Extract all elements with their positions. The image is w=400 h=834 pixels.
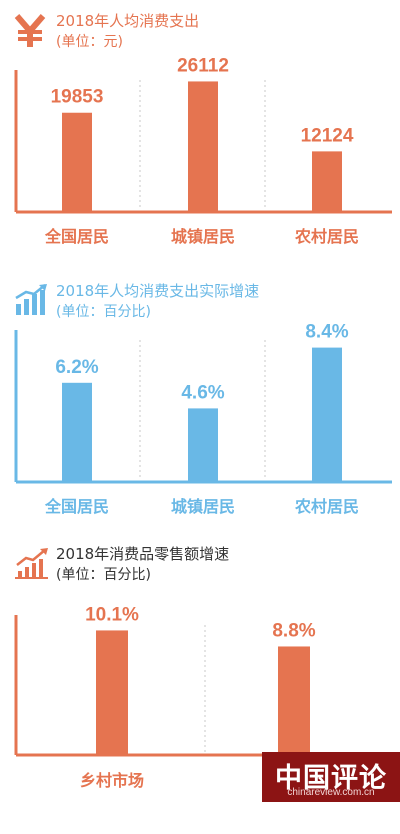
chart-unit: (单位：百分比) bbox=[56, 304, 151, 320]
bar bbox=[62, 382, 92, 482]
category-label: 城镇居民 bbox=[171, 497, 235, 516]
chart-title: 2018年人均消费支出 bbox=[56, 12, 200, 30]
data-label: 10.1% bbox=[85, 604, 139, 625]
bar bbox=[96, 630, 128, 755]
bar bbox=[62, 112, 92, 212]
category-label: 农村居民 bbox=[294, 227, 359, 246]
chart-title: 2018年人均消费支出实际增速 bbox=[56, 282, 260, 300]
yen-icon bbox=[14, 14, 46, 48]
bar bbox=[312, 347, 342, 482]
bar bbox=[278, 646, 310, 755]
data-label: 4.6% bbox=[181, 382, 224, 403]
data-label: 8.8% bbox=[272, 620, 315, 641]
chart-panel-consumption: 2018年人均消费支出 (单位：元) 19853 全国居民 26112 城镇居民 121… bbox=[0, 0, 400, 260]
watermark-logo: 中国评论网 chinareview.com.cn bbox=[262, 752, 400, 833]
data-label: 19853 bbox=[51, 87, 104, 108]
category-label: 城镇居民 bbox=[171, 227, 235, 246]
watermark-url: chinareview.com.cn bbox=[287, 787, 375, 798]
chart-panel-growth: 2018年人均消费支出实际增速 (单位：百分比) 6.2% 全国居民 4.6% 城镇居… bbox=[0, 270, 400, 530]
chart-unit: (单位：百分比) bbox=[56, 567, 151, 583]
bar bbox=[188, 408, 218, 482]
category-label: 农村居民 bbox=[294, 497, 359, 516]
bar-chart-consumption: 19853 全国居民 26112 城镇居民 12124 农村居民 bbox=[14, 55, 392, 246]
category-label: 乡村市场 bbox=[80, 771, 144, 790]
bar-growth-icon bbox=[14, 284, 48, 316]
chart-title: 2018年消费品零售额增速 bbox=[56, 545, 230, 563]
data-label: 8.4% bbox=[305, 322, 348, 343]
category-label: 全国居民 bbox=[44, 497, 109, 516]
category-label: 全国居民 bbox=[44, 227, 109, 246]
bar-chart-growth: 6.2% 全国居民 4.6% 城镇居民 8.4% 农村居民 bbox=[14, 322, 392, 516]
trend-up-icon bbox=[14, 547, 50, 579]
chart-panel-retail: 2018年消费品零售额增速 (单位：百分比) 10.1% 乡村市场 8.8% bbox=[0, 535, 400, 807]
data-label: 26112 bbox=[177, 55, 229, 76]
data-label: 6.2% bbox=[55, 357, 98, 378]
bar bbox=[312, 151, 342, 212]
data-label: 12124 bbox=[301, 125, 354, 146]
bar bbox=[188, 81, 218, 212]
chart-unit: (单位：元) bbox=[56, 34, 123, 50]
bar-chart-retail: 10.1% 乡村市场 8.8% bbox=[14, 604, 392, 790]
